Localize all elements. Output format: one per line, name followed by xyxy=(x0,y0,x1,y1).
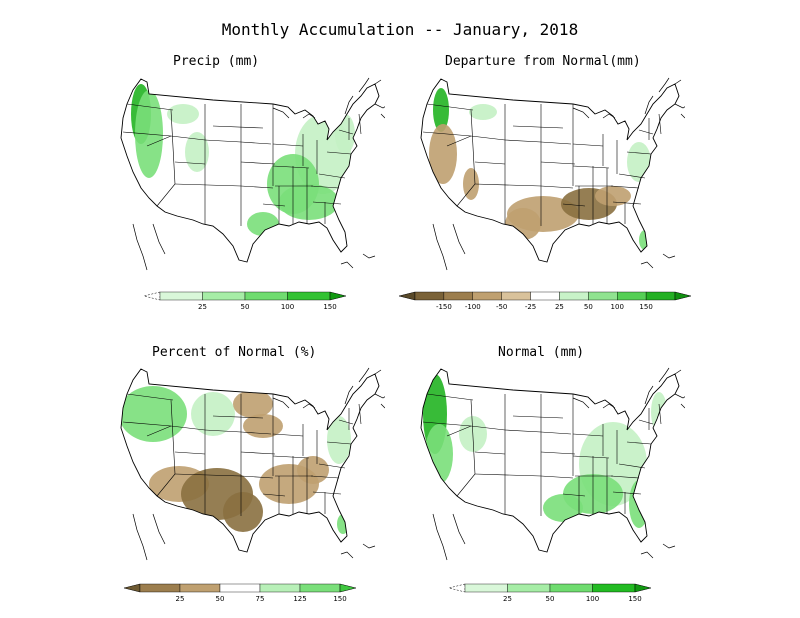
departure-region-2 xyxy=(429,124,457,184)
departure-region-6 xyxy=(595,186,631,206)
percent-colorbar-high-arrow xyxy=(339,583,357,593)
departure-colorbar-tick-label: -25 xyxy=(525,303,536,311)
departure-colorbar-swatch xyxy=(588,291,618,301)
normal-colorbar-swatch xyxy=(507,583,551,593)
percent-region-6 xyxy=(223,492,263,532)
departure-colorbar-high-arrow xyxy=(674,291,692,301)
figure-title: Monthly Accumulation -- January, 2018 xyxy=(221,20,579,39)
precip-region-6 xyxy=(279,184,339,220)
precip-region-3 xyxy=(185,132,209,172)
departure-colorbar-tick-label: 50 xyxy=(584,303,593,311)
precip-colorbar-tick-label: 25 xyxy=(198,303,207,311)
normal-region-5 xyxy=(543,494,583,522)
precip-colorbar-swatch xyxy=(202,291,246,301)
panel-title-normal: Normal (mm) xyxy=(498,345,585,360)
percent-colorbar-swatch xyxy=(179,583,221,593)
normal-colorbar-tick-label: 50 xyxy=(546,595,555,603)
normal-colorbar-tick-label: 100 xyxy=(586,595,599,603)
departure-colorbar-tick-label: 100 xyxy=(611,303,624,311)
departure-colorbar-tick-label: 25 xyxy=(555,303,564,311)
normal-colorbar: 2550100150200 xyxy=(448,583,652,603)
percent-colorbar-low-arrow xyxy=(123,583,141,593)
percent-colorbar-swatch xyxy=(219,583,261,593)
departure-colorbar-swatch xyxy=(559,291,589,301)
precip-colorbar-swatch xyxy=(244,291,288,301)
departure-colorbar-low-arrow xyxy=(398,291,416,301)
percent-colorbar-tick-label: 150 xyxy=(333,595,346,603)
percent-colorbar-swatch xyxy=(259,583,301,593)
departure-colorbar-swatch xyxy=(472,291,502,301)
precip-colorbar-swatch xyxy=(159,291,203,301)
departure-colorbar-tick-label: -100 xyxy=(465,303,481,311)
percent-colorbar-tick-label: 50 xyxy=(216,595,225,603)
percent-map xyxy=(120,367,385,561)
precip-colorbar-high-arrow xyxy=(329,291,347,301)
precip-colorbar-tick-label: 100 xyxy=(281,303,294,311)
normal-colorbar-tick-label: 25 xyxy=(503,595,512,603)
percent-region-8 xyxy=(297,456,329,484)
departure-colorbar-swatch xyxy=(530,291,560,301)
normal-colorbar-low-arrow xyxy=(448,583,466,593)
precip-colorbar: 2550100150200 xyxy=(143,291,347,311)
departure-land xyxy=(421,79,679,262)
normal-map xyxy=(420,367,685,561)
percent-region-1 xyxy=(191,392,235,436)
precip-colorbar-tick-label: 150 xyxy=(323,303,336,311)
precip-map xyxy=(120,77,385,271)
departure-colorbar-swatch xyxy=(617,291,647,301)
normal-colorbar-swatch xyxy=(549,583,593,593)
normal-colorbar-tick-label: 150 xyxy=(628,595,641,603)
departure-colorbar-tick-label: -150 xyxy=(436,303,452,311)
departure-colorbar-tick-label: -50 xyxy=(496,303,507,311)
percent-region-9 xyxy=(327,416,351,464)
departure-region-0 xyxy=(433,88,449,132)
precip-region-2 xyxy=(167,104,199,124)
departure-colorbar-swatch xyxy=(645,291,676,301)
percent-colorbar-tick-label: 75 xyxy=(256,595,265,603)
precip-colorbar-low-arrow xyxy=(143,291,161,301)
percent-region-0 xyxy=(121,386,187,442)
percent-colorbar-tick-label: 125 xyxy=(293,595,306,603)
departure-colorbar-swatch xyxy=(443,291,473,301)
panel-title-percent: Percent of Normal (%) xyxy=(152,345,317,360)
precip-colorbar-swatch xyxy=(287,291,331,301)
normal-colorbar-high-arrow xyxy=(634,583,652,593)
normal-colorbar-swatch xyxy=(592,583,636,593)
percent-colorbar: 255075125150175 xyxy=(123,583,357,603)
normal-region-6 xyxy=(629,480,649,528)
precip-colorbar-tick-label: 50 xyxy=(241,303,250,311)
departure-colorbar: -150 -100 -50 -25 25 50 100 150 xyxy=(398,291,692,311)
departure-region-1 xyxy=(469,104,497,120)
percent-region-2 xyxy=(233,390,273,418)
departure-colorbar-swatch xyxy=(414,291,445,301)
percent-colorbar-swatch xyxy=(139,583,181,593)
departure-colorbar-swatch xyxy=(501,291,531,301)
departure-map xyxy=(420,77,685,271)
departure-colorbar-tick-label: 150 xyxy=(639,303,652,311)
panel-title-precip: Precip (mm) xyxy=(173,54,260,69)
panel-title-departure: Departure from Normal(mm) xyxy=(445,54,641,69)
percent-colorbar-swatch xyxy=(299,583,341,593)
departure-region-3 xyxy=(463,168,479,200)
percent-colorbar-tick-label: 25 xyxy=(176,595,185,603)
normal-colorbar-swatch xyxy=(464,583,508,593)
departure-region-7 xyxy=(505,208,541,240)
